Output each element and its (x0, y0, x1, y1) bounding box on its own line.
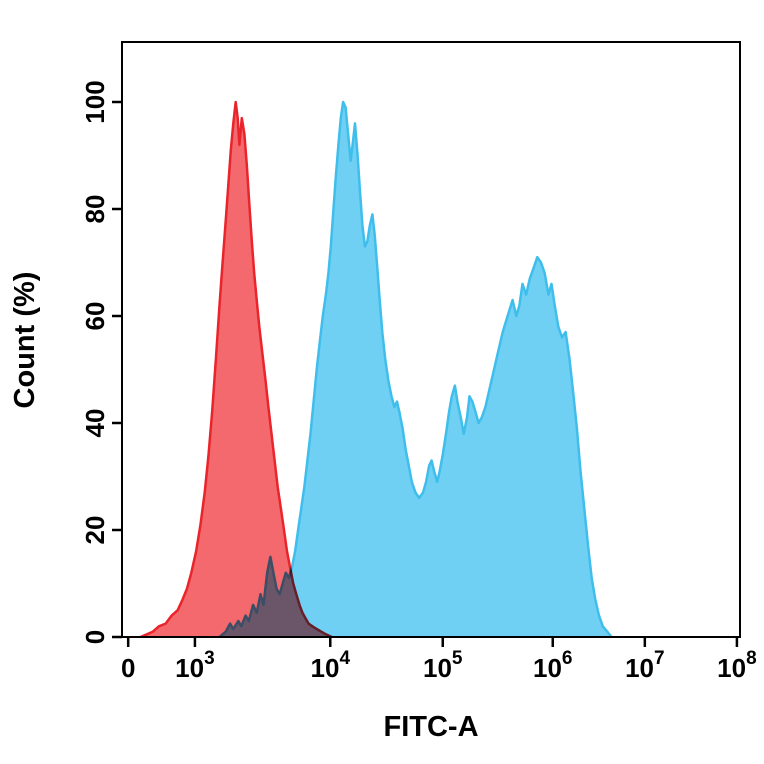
x-tick-label: 103 (175, 648, 215, 683)
red-series-area (140, 102, 332, 637)
ticks-layer: 0 103 104 105 106 107 108 0 20 40 60 80 100 (80, 80, 757, 683)
x-tick-label: 107 (625, 648, 665, 683)
x-tick-label: 106 (533, 648, 573, 683)
x-tick-label: 108 (717, 648, 757, 683)
blue-series-outline (218, 100, 613, 638)
y-tick-label: 80 (80, 195, 110, 224)
series-layer (140, 100, 613, 639)
y-axis-title: Count (%) (9, 272, 41, 409)
x-tick-label: 105 (423, 648, 463, 683)
y-tick-label: 40 (80, 409, 110, 438)
blue-series (218, 100, 613, 638)
x-tick-label: 104 (311, 648, 351, 683)
y-tick-label: 100 (80, 80, 110, 123)
x-axis-title: FITC-A (383, 711, 478, 743)
x-tick-label: 0 (121, 653, 135, 683)
y-tick-label: 60 (80, 302, 110, 331)
plot-border (121, 41, 741, 638)
y-tick-label: 20 (80, 516, 110, 545)
y-tick-label: 0 (80, 630, 110, 644)
blue-series-area (219, 102, 612, 637)
